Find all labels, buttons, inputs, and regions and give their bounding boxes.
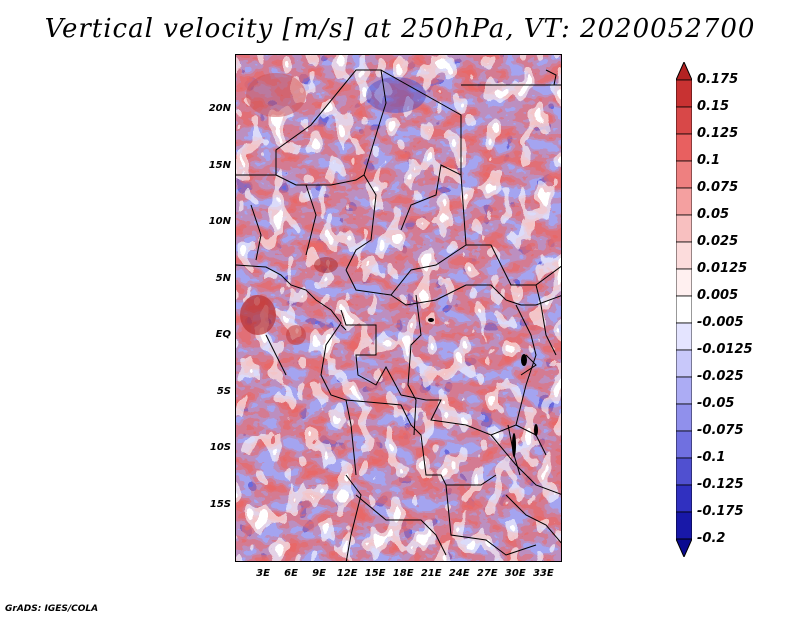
colorbar-bin — [676, 349, 692, 378]
colorbar-bin — [676, 430, 692, 459]
lat-tick-label: 20N — [208, 103, 231, 115]
colorbar-tick-label: -0.2 — [697, 531, 726, 546]
country-boundaries — [236, 69, 561, 561]
map-panel — [235, 54, 562, 562]
lat-tick-label: 15N — [208, 159, 231, 171]
lon-tick-label: 21E — [420, 568, 442, 579]
lon-tick-label: 33E — [532, 568, 554, 579]
colorbar-tick-label: 0.1 — [697, 153, 721, 168]
lon-tick-label: 9E — [312, 568, 326, 579]
lon-tick-label: 6E — [284, 568, 298, 579]
colorbar — [676, 62, 692, 557]
strong-ascent-patch — [246, 73, 306, 117]
colorbar-bin — [676, 79, 692, 108]
chart-title: Vertical velocity [m/s] at 250hPa, VT: 2… — [44, 14, 756, 44]
colorbar-tick-label: 0.05 — [697, 207, 730, 222]
colorbar-tick-label: -0.125 — [697, 477, 744, 492]
colorbar-tick-label: -0.175 — [697, 504, 744, 519]
colorbar-tick-label: -0.05 — [697, 396, 735, 411]
colorbar-tick-label: 0.15 — [697, 99, 730, 114]
colorbar-bin — [676, 106, 692, 135]
colorbar-max-arrow — [676, 62, 692, 81]
lon-tick-label: 18E — [392, 568, 414, 579]
strong-ascent-patch — [240, 295, 276, 335]
lat-tick-label: 10S — [209, 442, 231, 454]
colorbar-bin — [676, 133, 692, 162]
lat-tick-label: 5S — [216, 385, 231, 397]
colorbar-tick-label: 0.025 — [697, 234, 739, 249]
lat-tick-label: 15S — [209, 498, 231, 510]
colorbar-tick-label: 0.0125 — [697, 261, 748, 276]
lon-tick-label: 3E — [256, 568, 270, 579]
colorbar-bin — [676, 376, 692, 405]
colorbar-bin — [676, 187, 692, 216]
colorbar-tick-label: 0.075 — [697, 180, 739, 195]
strong-ascent-patch — [314, 257, 338, 273]
lon-tick-label: 15E — [364, 568, 386, 579]
colorbar-bin — [676, 457, 692, 486]
colorbar-bin — [676, 403, 692, 432]
strong-ascent-patch — [286, 325, 306, 345]
colorbar-bin — [676, 160, 692, 189]
colorbar-tick-label: 0.005 — [697, 288, 739, 303]
lon-tick-label: 27E — [476, 568, 498, 579]
colorbar-bin — [676, 484, 692, 513]
colorbar-bin — [676, 241, 692, 270]
lakes — [428, 318, 538, 457]
colorbar-bin — [676, 268, 692, 297]
colorbar-bin — [676, 295, 692, 324]
colorbar-bin — [676, 322, 692, 351]
colorbar-tick-label: -0.005 — [697, 315, 744, 330]
colorbar-tick-label: 0.125 — [697, 126, 739, 141]
colorbar-min-arrow — [676, 538, 692, 557]
lat-tick-label: 10N — [208, 216, 231, 228]
lat-tick-label: 5N — [215, 272, 231, 284]
vertical-velocity-field — [236, 55, 561, 561]
strong-descent-patch — [366, 77, 426, 113]
colorbar-tick-label: -0.1 — [697, 450, 726, 465]
lon-tick-label: 30E — [504, 568, 526, 579]
lat-tick-label: EQ — [215, 329, 231, 341]
grads-credit: GrADS: IGES/COLA — [5, 604, 99, 614]
colorbar-tick-label: 0.175 — [697, 72, 739, 87]
colorbar-bin — [676, 214, 692, 243]
colorbar-tick-label: -0.025 — [697, 369, 744, 384]
colorbar-tick-label: -0.0125 — [697, 342, 753, 357]
lon-tick-label: 24E — [448, 568, 470, 579]
colorbar-tick-label: -0.075 — [697, 423, 744, 438]
colorbar-bin — [676, 511, 692, 540]
lon-tick-label: 12E — [336, 568, 358, 579]
